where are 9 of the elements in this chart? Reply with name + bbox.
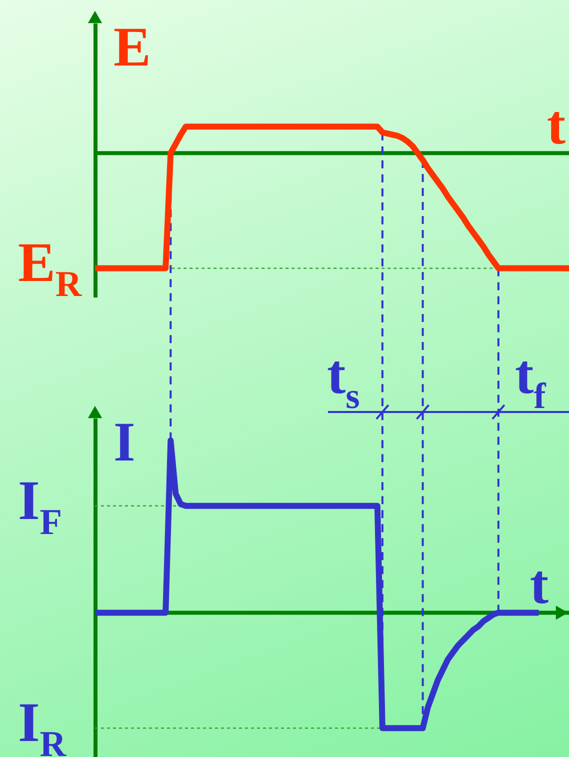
x-axis-title: t xyxy=(530,554,549,616)
y-axis-title: E xyxy=(114,16,151,78)
text: t$_{s}$ xyxy=(327,344,360,416)
ref-line-label: E$_{R}$ xyxy=(18,232,82,304)
text: t$_{f}$ xyxy=(515,344,547,416)
ref-line-label: I$_{F}$ xyxy=(18,470,62,542)
y-axis-title: I xyxy=(114,412,136,474)
ref-line-label: I$_{R}$ xyxy=(18,692,67,757)
x-axis-title: t xyxy=(546,94,566,157)
